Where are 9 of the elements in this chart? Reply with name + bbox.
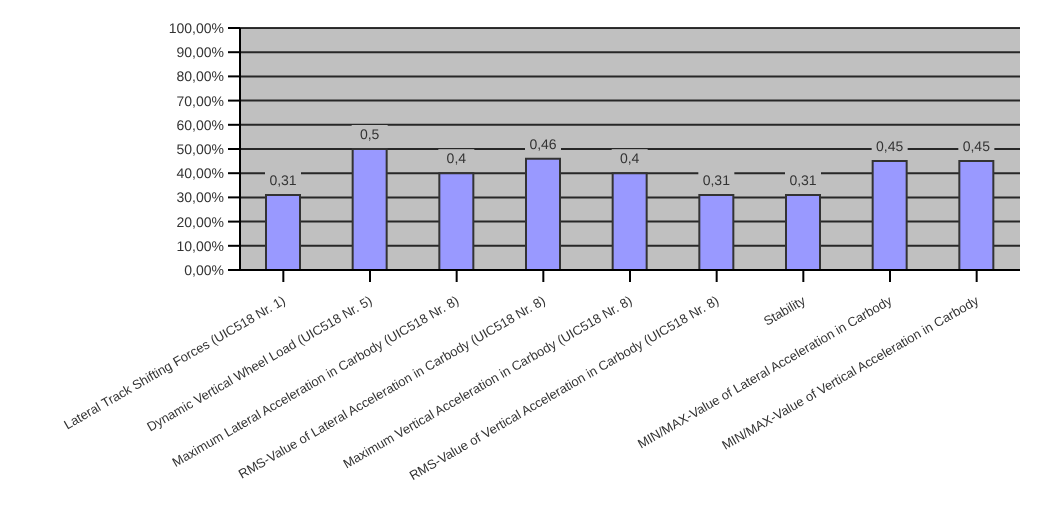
bar [351,148,388,270]
bar [785,193,821,270]
bar [525,157,561,270]
bar [698,193,735,270]
bar [611,172,648,270]
bar [438,172,475,270]
bar [265,193,301,270]
bar [958,160,995,270]
bar [871,160,908,270]
